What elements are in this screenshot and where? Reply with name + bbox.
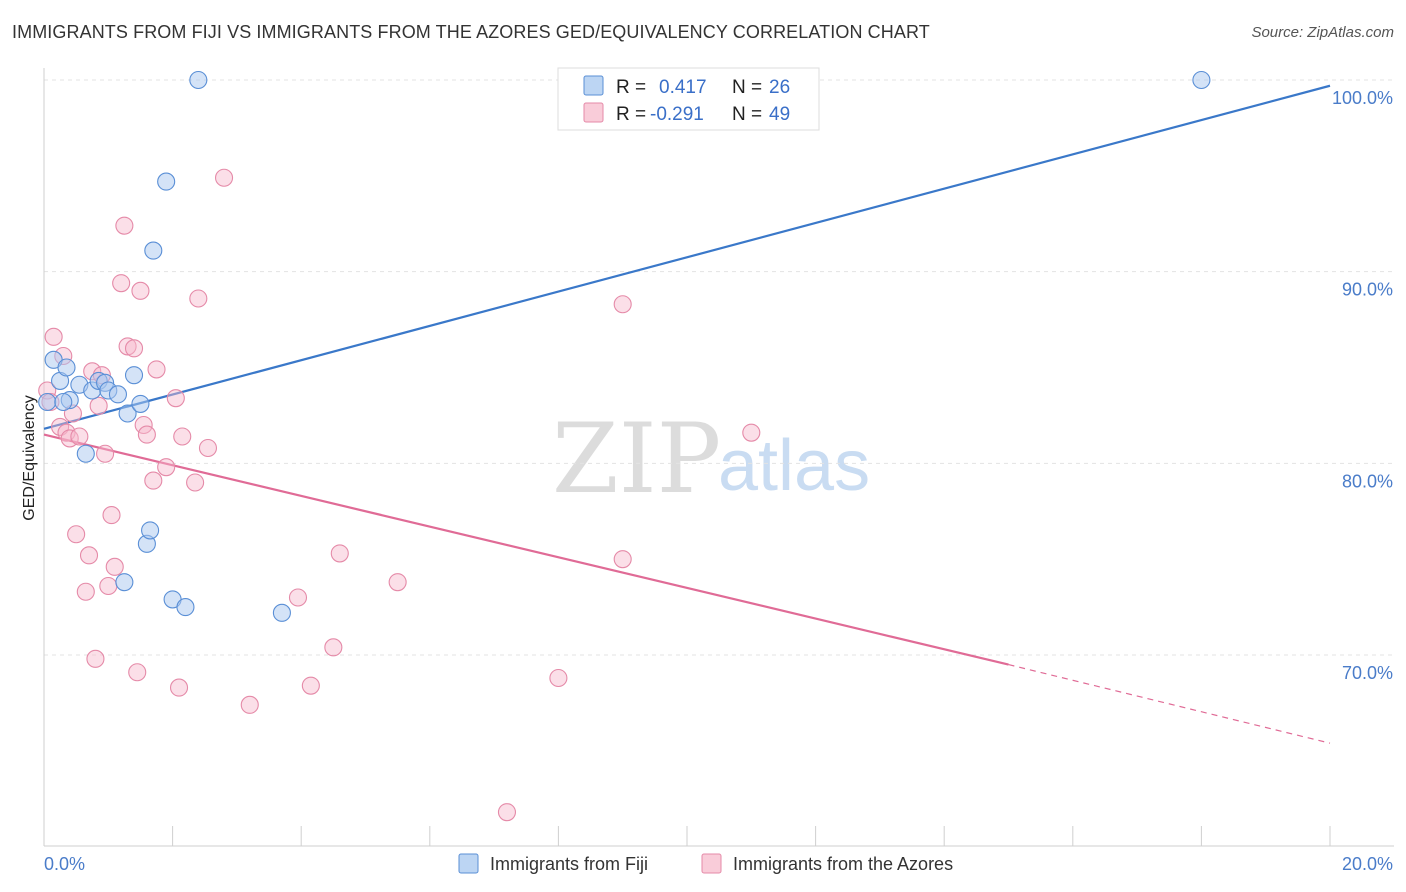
data-point-azores bbox=[144, 471, 163, 490]
legend-r-label-azores: R = bbox=[616, 104, 646, 125]
data-point-fiji bbox=[157, 172, 176, 191]
legend-r-value-fiji: 0.417 bbox=[659, 77, 707, 98]
grid-lines bbox=[44, 79, 1394, 656]
data-point-azores bbox=[189, 289, 208, 308]
data-point-azores bbox=[388, 573, 407, 592]
data-point-azores bbox=[166, 389, 185, 408]
data-point-azores bbox=[124, 339, 144, 358]
legend-r-value-azores: -0.291 bbox=[650, 104, 704, 125]
y-tick-label-80: 80.0% bbox=[1342, 471, 1393, 491]
data-point-azores bbox=[96, 444, 115, 463]
legend-swatch-fiji bbox=[583, 75, 604, 96]
data-point-fiji bbox=[57, 358, 76, 377]
data-point-azores bbox=[742, 423, 761, 442]
trend-lines bbox=[43, 84, 1331, 744]
legend-swatch-azores bbox=[583, 102, 604, 123]
bottom-legend-label-fiji: Immigrants from Fiji bbox=[490, 854, 648, 874]
data-point-azores bbox=[330, 544, 349, 563]
data-point-azores bbox=[89, 396, 108, 415]
x-axis-ticks bbox=[43, 826, 1331, 846]
data-point-fiji bbox=[144, 241, 163, 260]
data-point-azores bbox=[288, 588, 308, 607]
y-axis-label: GED/Equivalency bbox=[21, 395, 38, 520]
data-point-azores bbox=[70, 427, 89, 446]
trend-line-azores bbox=[43, 433, 1009, 666]
data-point-azores bbox=[86, 649, 105, 668]
x-tick-label-20: 20.0% bbox=[1342, 854, 1393, 874]
legend-n-value-azores: 49 bbox=[769, 104, 790, 125]
data-point-azores bbox=[157, 458, 176, 477]
data-point-fiji bbox=[131, 394, 150, 413]
data-point-azores bbox=[105, 557, 124, 576]
trend-line-azores-extension bbox=[1008, 664, 1331, 744]
y-tick-label-90: 90.0% bbox=[1342, 280, 1393, 300]
data-point-fiji bbox=[176, 598, 195, 617]
data-point-azores bbox=[128, 663, 147, 682]
y-tick-label-70: 70.0% bbox=[1342, 663, 1393, 683]
data-point-azores bbox=[214, 168, 234, 187]
bottom-legend-label-azores: Immigrants from the Azores bbox=[733, 854, 953, 874]
data-point-azores bbox=[173, 427, 192, 446]
data-point-azores bbox=[240, 695, 259, 714]
data-point-azores bbox=[198, 438, 218, 458]
data-point-fiji bbox=[118, 404, 137, 423]
y-tick-label-100: 100.0% bbox=[1332, 88, 1393, 108]
data-point-azores bbox=[102, 506, 121, 525]
chart-source: Source: ZipAtlas.com bbox=[1251, 24, 1394, 41]
data-point-fiji bbox=[115, 573, 134, 592]
data-point-azores bbox=[67, 525, 86, 544]
data-point-azores bbox=[118, 337, 137, 356]
data-point-azores bbox=[324, 638, 343, 657]
data-point-azores bbox=[137, 425, 156, 444]
data-point-fiji bbox=[108, 385, 127, 404]
data-point-azores bbox=[131, 281, 150, 300]
data-point-fiji bbox=[189, 70, 208, 90]
data-point-azores bbox=[79, 546, 99, 565]
chart-title: IMMIGRANTS FROM FIJI VS IMMIGRANTS FROM … bbox=[12, 22, 930, 42]
bottom-legend-swatch-fiji bbox=[458, 853, 479, 874]
data-point-fiji bbox=[1192, 70, 1211, 90]
data-point-azores bbox=[613, 295, 632, 314]
data-point-azores bbox=[115, 216, 134, 235]
y-tick-labels: 70.0% 80.0% 90.0% 100.0% bbox=[1332, 88, 1393, 683]
data-point-azores bbox=[186, 473, 205, 492]
data-point-azores bbox=[301, 676, 320, 695]
legend-n-label-azores: N = bbox=[732, 104, 762, 125]
data-point-fiji bbox=[54, 392, 73, 412]
data-point-azores bbox=[613, 550, 632, 569]
data-point-azores bbox=[134, 415, 153, 435]
legend-r-label-fiji: R = bbox=[616, 77, 646, 98]
watermark-zip: ZIP bbox=[552, 403, 721, 515]
data-point-azores bbox=[497, 803, 517, 822]
watermark-atlas: atlas bbox=[718, 426, 870, 506]
correlation-legend: R = 0.417 N = 26 R = -0.291 N = 49 bbox=[557, 67, 820, 131]
data-point-azores bbox=[169, 678, 189, 697]
data-point-azores bbox=[147, 360, 166, 379]
data-point-azores bbox=[112, 274, 131, 293]
series-legend: Immigrants from Fiji Immigrants from the… bbox=[458, 853, 953, 874]
data-points bbox=[38, 70, 1211, 822]
data-point-azores bbox=[44, 327, 63, 346]
data-point-fiji bbox=[38, 392, 57, 412]
legend-n-value-fiji: 26 bbox=[769, 77, 790, 98]
data-point-azores bbox=[549, 668, 568, 688]
data-point-fiji bbox=[76, 444, 95, 463]
data-point-fiji bbox=[272, 603, 291, 622]
legend-n-label-fiji: N = bbox=[732, 77, 762, 98]
data-point-fiji bbox=[124, 366, 144, 385]
data-point-azores bbox=[76, 582, 95, 601]
data-point-fiji bbox=[141, 521, 160, 540]
bottom-legend-swatch-azores bbox=[701, 853, 722, 874]
data-point-azores bbox=[99, 576, 118, 596]
trend-line-fiji bbox=[43, 84, 1331, 430]
x-tick-label-0: 0.0% bbox=[44, 854, 85, 874]
